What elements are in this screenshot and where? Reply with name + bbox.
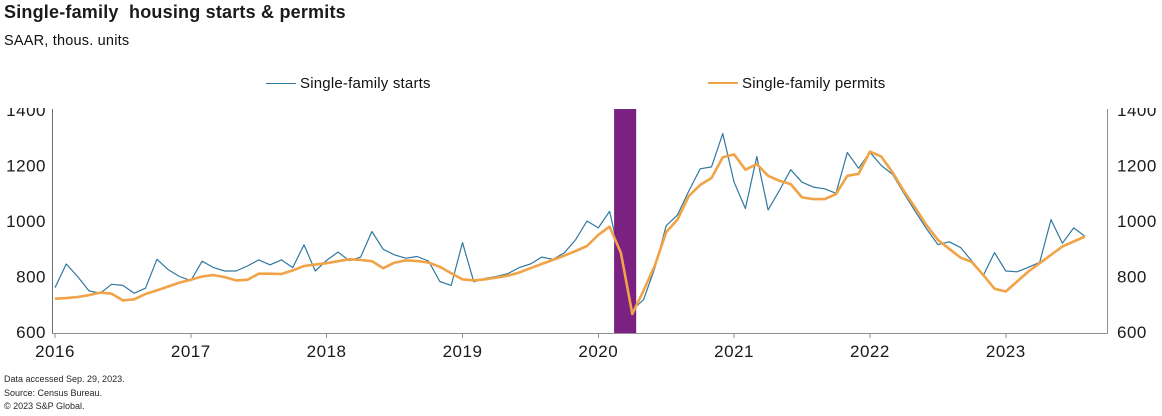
permits-series-line xyxy=(54,150,1086,316)
footer-copyright: © 2023 S&P Global. xyxy=(4,401,85,411)
x-axis-label-2023: 2023 xyxy=(986,342,1026,361)
chart-title: Single-family housing starts & permits xyxy=(4,2,346,22)
permits-line-swatch-icon xyxy=(708,82,738,84)
y-axis-label-right-1000: 1000 xyxy=(1117,212,1157,231)
legend-item-permits: Single-family permits xyxy=(708,74,885,92)
chart-subtitle: SAAR, thous. units xyxy=(4,33,130,49)
legend-label-permits: Single-family permits xyxy=(742,74,886,92)
y-axis-label-right-600: 600 xyxy=(1117,323,1147,342)
y-axis-label-left-600: 600 xyxy=(16,323,46,342)
x-axis-label-2022: 2022 xyxy=(850,342,890,361)
x-axis-label-2016: 2016 xyxy=(35,342,75,361)
chart-footer: Data accessed Sep. 29, 2023. Source: Cen… xyxy=(4,373,125,414)
footer-accessed-note: Data accessed Sep. 29, 2023. xyxy=(4,374,125,384)
y-axis-label-right-1200: 1200 xyxy=(1117,157,1157,176)
y-axis-label-left-1400: 1400 xyxy=(6,108,46,120)
x-axis-label-2020: 2020 xyxy=(578,342,618,361)
starts-series-line xyxy=(54,133,1086,311)
x-axis-label-2019: 2019 xyxy=(443,342,483,361)
recession-band xyxy=(614,109,637,333)
y-axis-label-right-800: 800 xyxy=(1117,268,1147,287)
x-axis-label-2017: 2017 xyxy=(171,342,211,361)
x-axis-label-2021: 2021 xyxy=(714,342,754,361)
starts-line-swatch-icon xyxy=(266,82,296,84)
line-chart-plot: 2016 2017 2018 2019 2020 2021 2022 2023 600 600 80… xyxy=(6,108,1157,361)
legend-item-starts: Single-family starts xyxy=(266,74,431,92)
x-axis-label-2018: 2018 xyxy=(307,342,347,361)
y-axis-label-left-1200: 1200 xyxy=(6,157,46,176)
y-axis-label-left-800: 800 xyxy=(16,268,46,287)
y-axis-label-right-1400: 1400 xyxy=(1117,108,1157,120)
legend-label-starts: Single-family starts xyxy=(300,74,431,92)
y-axis-label-left-1000: 1000 xyxy=(6,212,46,231)
footer-source: Source: Census Bureau. xyxy=(4,387,103,398)
